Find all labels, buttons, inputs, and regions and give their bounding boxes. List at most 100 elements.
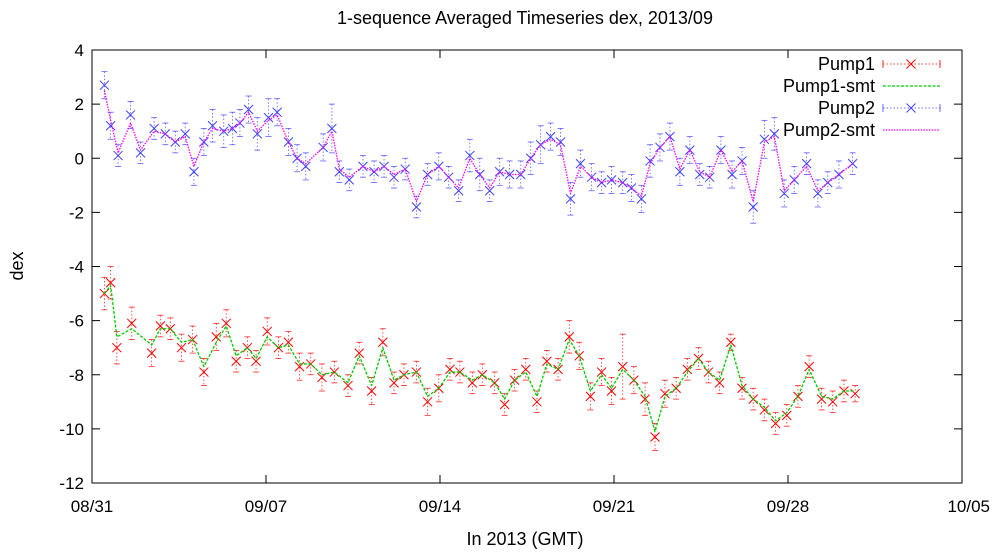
data-point bbox=[596, 367, 607, 377]
data-point bbox=[694, 169, 705, 180]
legend-label: Pump1-smt bbox=[783, 76, 875, 96]
legend-label: Pump2 bbox=[818, 98, 875, 118]
x-axis: 08/31 09/07 09/14 09/21 09/28 10/05 bbox=[71, 50, 990, 516]
data-point bbox=[617, 177, 628, 188]
x-tick-label: 09/21 bbox=[593, 497, 636, 516]
data-point bbox=[422, 396, 433, 407]
y-tick-label: -2 bbox=[69, 203, 84, 222]
y-tick-label: -12 bbox=[59, 474, 84, 493]
data-point bbox=[146, 348, 157, 358]
y-tick-label: 0 bbox=[75, 149, 84, 168]
data-point bbox=[211, 332, 222, 342]
legend-entry: Pump1 bbox=[818, 54, 941, 74]
data-point bbox=[369, 166, 379, 177]
data-point bbox=[135, 147, 146, 158]
series-line-pump2-smt bbox=[103, 90, 854, 203]
series-pump1 bbox=[99, 266, 860, 451]
data-point bbox=[294, 361, 305, 372]
data-point bbox=[816, 394, 827, 404]
x-tick-label: 08/31 bbox=[71, 497, 114, 516]
data-point bbox=[748, 202, 759, 212]
data-point bbox=[542, 356, 552, 367]
data-point bbox=[606, 175, 617, 185]
data-point bbox=[781, 410, 792, 421]
y-tick-label: 2 bbox=[75, 95, 84, 114]
data-point bbox=[716, 145, 726, 155]
data-point bbox=[737, 383, 747, 394]
data-point bbox=[334, 166, 345, 177]
data-point bbox=[532, 396, 542, 407]
data-point bbox=[176, 342, 187, 353]
data-point bbox=[617, 361, 628, 372]
data-point bbox=[411, 202, 422, 212]
data-point bbox=[149, 123, 159, 134]
data-point bbox=[263, 112, 274, 123]
data-point bbox=[126, 318, 137, 329]
data-point bbox=[727, 169, 737, 180]
data-point bbox=[99, 288, 110, 299]
x-tick-label: 10/05 bbox=[947, 497, 990, 516]
x-tick-label: 09/28 bbox=[767, 497, 810, 516]
data-point bbox=[366, 386, 377, 396]
data-point bbox=[682, 364, 693, 375]
data-point bbox=[703, 367, 714, 377]
data-point bbox=[725, 337, 736, 348]
data-point bbox=[555, 137, 566, 147]
data-point bbox=[389, 172, 399, 183]
y-tick-label: -10 bbox=[59, 420, 84, 439]
data-point bbox=[759, 405, 770, 415]
data-point bbox=[565, 193, 576, 204]
data-point bbox=[327, 123, 337, 134]
data-point bbox=[499, 399, 510, 410]
data-point bbox=[801, 158, 812, 169]
data-point bbox=[125, 110, 136, 120]
data-point bbox=[585, 391, 596, 402]
data-point bbox=[684, 145, 695, 155]
data-point bbox=[317, 372, 327, 383]
data-point bbox=[509, 375, 520, 386]
data-point bbox=[343, 380, 353, 391]
data-point bbox=[545, 131, 556, 142]
data-point bbox=[564, 332, 575, 342]
series-line-pump1-smt bbox=[103, 284, 856, 433]
y-axis: 4 2 0 -2 -4 -6 -8 -10 -12 bbox=[59, 41, 962, 493]
y-tick-label: -8 bbox=[69, 366, 84, 385]
data-point bbox=[231, 356, 242, 367]
series-pump2 bbox=[99, 71, 858, 224]
legend-label: Pump1 bbox=[818, 54, 875, 74]
data-point bbox=[759, 134, 770, 145]
data-point bbox=[377, 337, 388, 348]
data-point bbox=[489, 378, 500, 388]
data-point bbox=[827, 396, 838, 407]
data-point bbox=[262, 326, 273, 337]
data-point bbox=[112, 342, 122, 353]
data-point bbox=[812, 188, 823, 199]
data-point bbox=[650, 432, 660, 442]
data-point bbox=[329, 367, 340, 377]
data-point bbox=[180, 129, 191, 139]
data-point bbox=[575, 158, 586, 169]
legend-entry: Pump2 bbox=[818, 98, 941, 118]
data-point bbox=[272, 107, 283, 118]
legend-entry: Pump1-smt bbox=[783, 76, 940, 96]
data-point bbox=[770, 418, 781, 429]
data-point bbox=[671, 383, 681, 394]
legend-label: Pump2-smt bbox=[783, 120, 875, 140]
data-point bbox=[793, 391, 803, 402]
chart-title: 1-sequence Averaged Timeseries dex, 2013… bbox=[337, 8, 713, 28]
data-point bbox=[675, 166, 685, 177]
data-point bbox=[251, 356, 261, 367]
data-point bbox=[199, 367, 209, 377]
y-tick-label: -6 bbox=[69, 312, 84, 331]
data-point bbox=[273, 342, 284, 353]
y-axis-label: dex bbox=[7, 251, 27, 280]
data-point bbox=[769, 129, 780, 139]
data-point bbox=[453, 185, 464, 196]
data-point bbox=[655, 142, 665, 153]
data-point bbox=[105, 277, 116, 288]
data-point bbox=[636, 193, 647, 204]
data-point bbox=[243, 104, 254, 115]
legend-entry: Pump2-smt bbox=[783, 120, 940, 140]
